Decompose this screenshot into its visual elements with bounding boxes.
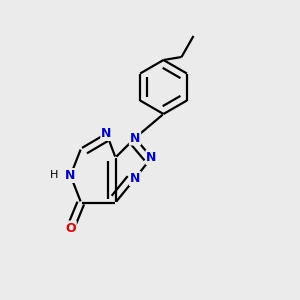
Text: N: N <box>65 169 76 182</box>
Text: N: N <box>101 127 112 140</box>
Text: N: N <box>146 151 157 164</box>
Text: N: N <box>130 131 140 145</box>
Text: O: O <box>65 221 76 235</box>
Text: H: H <box>50 170 58 181</box>
Text: N: N <box>130 172 140 185</box>
